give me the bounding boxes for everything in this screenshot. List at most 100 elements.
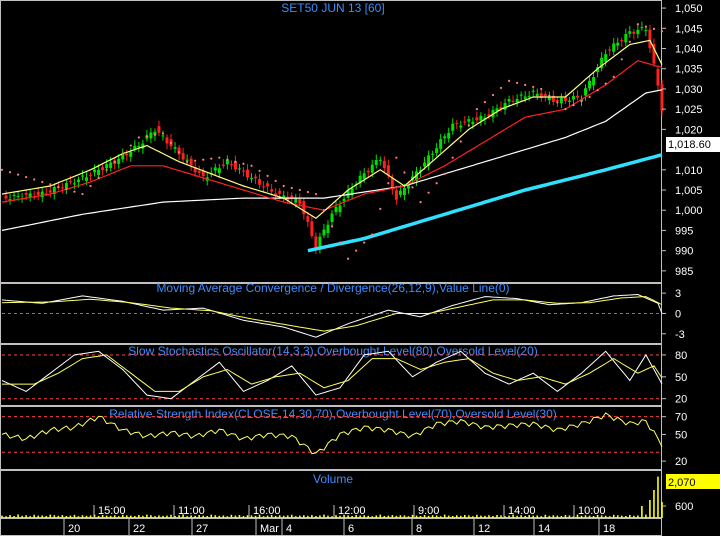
- candle-body: [503, 103, 507, 110]
- candle-body: [535, 93, 539, 96]
- panel-frames: [0, 0, 662, 536]
- volume-bar: [178, 515, 180, 518]
- candle-body: [250, 177, 254, 179]
- candle-body: [656, 68, 660, 86]
- candle-body: [266, 183, 270, 187]
- trend-line: [307, 153, 663, 253]
- last-volume-box: [666, 474, 720, 489]
- volume-bar: [335, 515, 337, 518]
- volume-bar: [524, 516, 526, 518]
- volume-axis: 600: [662, 501, 693, 513]
- volume-bar: [343, 514, 345, 518]
- volume-bar: [13, 516, 15, 518]
- candle-body: [455, 122, 459, 124]
- volume-bar: [500, 515, 502, 518]
- volume-bar: [624, 516, 627, 518]
- volume-bar: [162, 515, 164, 518]
- volume-bar: [367, 515, 370, 518]
- time-label: 9:00: [418, 505, 439, 517]
- candle-body: [64, 183, 68, 189]
- sar-dot: [33, 178, 36, 181]
- candle-body: [592, 77, 596, 86]
- sar-dot: [145, 135, 148, 138]
- sar-dot: [548, 94, 551, 97]
- sar-dot: [403, 171, 406, 174]
- sar-dot: [371, 233, 374, 236]
- candle-body: [141, 143, 145, 149]
- stoch-axis-label: 20: [675, 394, 687, 406]
- volume-bar: [616, 515, 619, 518]
- volume-bar: [290, 514, 293, 518]
- candle-body: [189, 158, 193, 166]
- sar-dot: [161, 132, 165, 135]
- volume-bar: [109, 515, 112, 518]
- rsi-axis: 70 50 20: [662, 412, 687, 468]
- candle-body: [628, 31, 632, 34]
- macd-panel[interactable]: Moving Average Convergence / Divergence(…: [1, 281, 685, 341]
- time-axis[interactable]: 20 15:00 22 11:00 27 16:00 Mar 4 12:00 6 9:00 8 12 14…: [63, 505, 615, 535]
- candle-body: [350, 188, 354, 196]
- time-label: 15:00: [98, 505, 126, 517]
- candle-body: [539, 93, 543, 99]
- volume-bar: [246, 515, 249, 518]
- volume-bar: [592, 516, 595, 518]
- volume-bar: [190, 515, 192, 518]
- macd-axis-label: -3: [675, 329, 685, 341]
- candle-body: [362, 173, 366, 179]
- macd-plot: [1, 293, 663, 338]
- volume-bar: [222, 515, 225, 518]
- volume-bar: [121, 514, 124, 518]
- sar-dot: [129, 144, 132, 147]
- candle-body: [511, 100, 515, 102]
- candle-body: [419, 170, 423, 172]
- volume-bar: [572, 516, 575, 518]
- ma-mid-line: [1, 59, 663, 211]
- candle-body: [24, 193, 28, 195]
- sar-dot: [290, 186, 293, 190]
- volume-panel[interactable]: Volume 600 2,070: [1, 472, 720, 518]
- volume-bar: [138, 515, 140, 518]
- sar-dot: [25, 175, 28, 179]
- volume-panel-title: Volume: [313, 472, 353, 486]
- volume-bar: [154, 516, 156, 518]
- candle-body: [648, 29, 652, 49]
- volume-bar: [125, 515, 128, 518]
- candle-body: [551, 95, 555, 102]
- volume-bar: [633, 515, 635, 518]
- volume-bar: [629, 515, 631, 518]
- volume-bar: [323, 514, 325, 518]
- volume-bar: [649, 500, 651, 518]
- volume-axis-label: 600: [675, 501, 693, 513]
- candle-body: [157, 126, 161, 133]
- candle-body: [181, 153, 185, 160]
- candle-body: [366, 170, 370, 173]
- time-label: 11:00: [178, 505, 205, 517]
- time-label: Mar: [260, 523, 279, 535]
- candle-body: [487, 114, 491, 117]
- price-panel[interactable]: SET50 JUN 13 [60] 1,0501,0451,0401,0351,…: [0, 1, 720, 278]
- candle-body: [427, 155, 431, 166]
- volume-bar: [641, 506, 643, 518]
- candle-body: [394, 190, 398, 200]
- volume-bar: [508, 515, 510, 518]
- candle-body: [60, 187, 64, 189]
- candle-body: [644, 30, 648, 32]
- rsi-panel[interactable]: Relative Strength Index(CLOSE,14,30,70),…: [1, 407, 687, 468]
- volume-bar: [447, 515, 450, 518]
- sar-dot: [8, 171, 12, 174]
- candle-body: [584, 88, 588, 96]
- stochastics-panel[interactable]: Slow Stochastics Oscillator(14,3,3),Over…: [1, 344, 687, 406]
- volume-bar: [645, 514, 647, 518]
- volume-bar: [278, 515, 281, 518]
- candle-body: [571, 96, 575, 100]
- candle-body: [221, 164, 225, 167]
- candle-body: [575, 95, 579, 98]
- candle-body: [161, 135, 165, 137]
- candle-body: [262, 186, 266, 188]
- volume-bar: [37, 515, 40, 518]
- candle-body: [89, 174, 93, 176]
- sar-dot: [556, 101, 559, 104]
- macd-axis: 3 0 -3: [662, 288, 685, 341]
- volume-bar: [576, 514, 579, 518]
- volume-bar: [504, 516, 506, 518]
